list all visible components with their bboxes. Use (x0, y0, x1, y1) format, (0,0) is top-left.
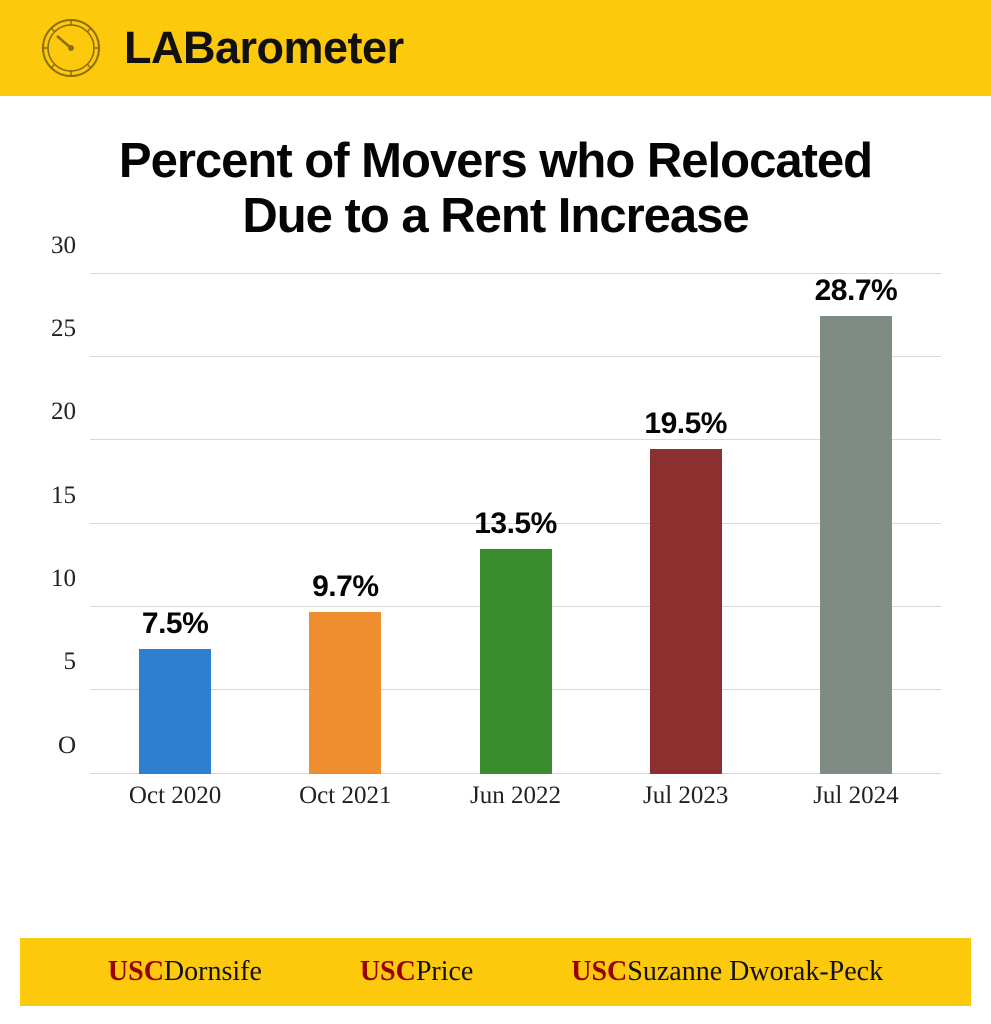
chart-title: Percent of Movers who Relocated Due to a… (86, 134, 906, 244)
chart-area: Percent of Movers who Relocated Due to a… (0, 96, 991, 844)
bar-value-label: 9.7% (312, 570, 378, 604)
x-tick-label: Jul 2023 (601, 782, 771, 810)
y-tick-label: 30 (51, 232, 76, 260)
footer-logo-name: Dornsife (164, 956, 262, 987)
bar-rect (480, 549, 552, 774)
y-tick-label: 5 (64, 648, 77, 676)
y-tick-label: 20 (51, 398, 76, 426)
bar-value-label: 19.5% (644, 407, 727, 441)
x-axis-labels: Oct 2020Oct 2021Jun 2022Jul 2023Jul 2024 (90, 782, 941, 810)
footer-logo-name: Suzanne Dworak-Peck (627, 956, 883, 987)
bar-rect (309, 612, 381, 774)
bars-row: 7.5% 9.7% 13.5% 19.5% 28.7% (90, 274, 941, 774)
bar-value-label: 7.5% (142, 607, 208, 641)
bar-rect (820, 316, 892, 774)
y-tick-label: O (58, 732, 76, 760)
footer-logo-usc: USC (108, 956, 164, 987)
brand-suffix: arometer (215, 22, 404, 73)
x-tick-label: Jun 2022 (430, 782, 600, 810)
bar-value-label: 28.7% (815, 274, 898, 308)
x-tick-label: Jul 2024 (771, 782, 941, 810)
footer-logo: USCSuzanne Dworak-Peck (571, 956, 883, 988)
bar-slot: 28.7% (771, 274, 941, 774)
bar-rect (650, 449, 722, 774)
x-tick-label: Oct 2021 (260, 782, 430, 810)
brand-wordmark: LABarometer (124, 22, 404, 74)
x-tick-label: Oct 2020 (90, 782, 260, 810)
footer-logo-usc: USC (571, 956, 627, 987)
bar-slot: 19.5% (601, 274, 771, 774)
bar-value-label: 13.5% (474, 507, 557, 541)
bar-slot: 7.5% (90, 274, 260, 774)
header-bar: LABarometer (0, 0, 991, 96)
footer-logo-usc: USC (360, 956, 416, 987)
bar-rect (139, 649, 211, 774)
footer-logo-name: Price (416, 956, 474, 987)
footer-logo: USCPrice (360, 956, 474, 988)
y-tick-label: 10 (51, 565, 76, 593)
plot-inner: O51015202530 7.5%9.7%13.5%19.5%28.7% (90, 274, 941, 774)
y-tick-label: 25 (51, 315, 76, 343)
footer-logo: USCDornsife (108, 956, 262, 988)
bar-slot: 13.5% (430, 274, 600, 774)
y-tick-label: 15 (51, 482, 76, 510)
bar-slot: 9.7% (260, 274, 430, 774)
brand-prefix: LAB (124, 22, 215, 73)
barometer-gauge-icon (40, 17, 102, 79)
bar-chart: O51015202530 7.5%9.7%13.5%19.5%28.7% Oct… (90, 274, 941, 844)
footer-bar: USCDornsifeUSCPriceUSCSuzanne Dworak-Pec… (20, 938, 971, 1006)
